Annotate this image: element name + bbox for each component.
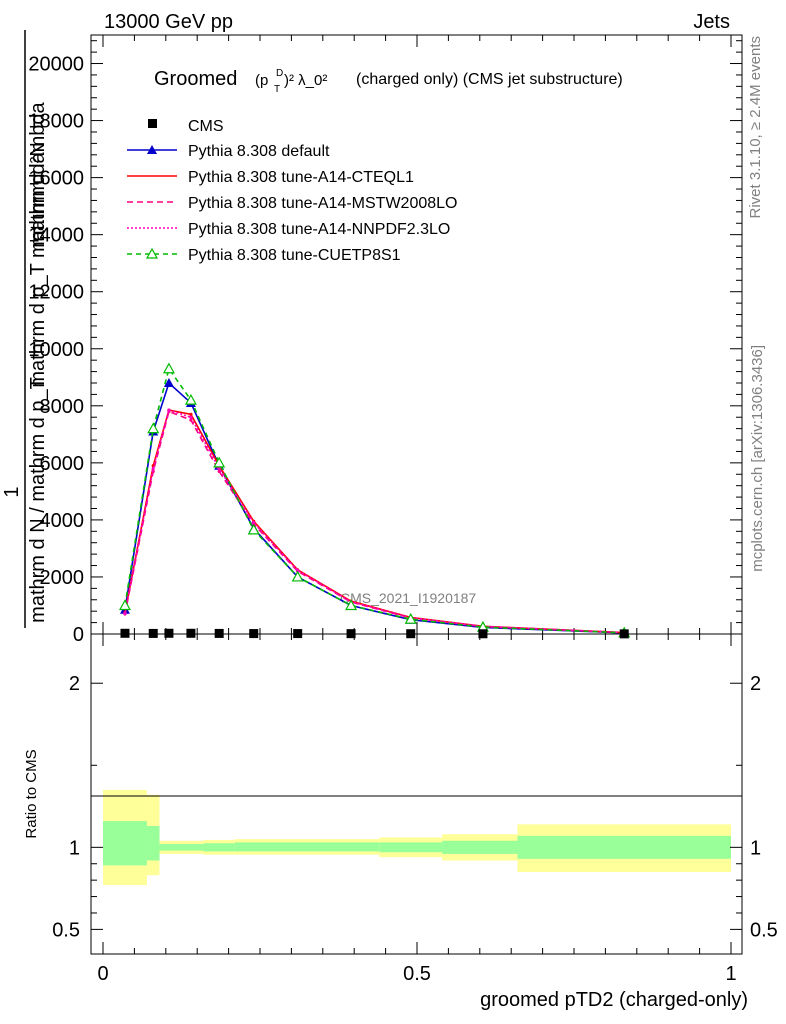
cms-point	[346, 629, 356, 639]
series-point	[184, 393, 197, 405]
ratio-bands	[103, 789, 731, 886]
y-tick-label: 2000	[40, 567, 85, 589]
series-point	[217, 466, 221, 471]
ratio-y-tick-label: 0.5	[52, 919, 80, 941]
y-tick-label: 0	[73, 624, 84, 646]
y-tick-label: 14000	[28, 225, 84, 247]
legend-label-cms: CMS	[188, 118, 224, 135]
y-tick-label: 4000	[40, 510, 85, 532]
title-rest: )² λ_0²	[284, 72, 327, 89]
series-point	[163, 377, 174, 387]
ratio-plot-frame	[90, 633, 743, 955]
cms-point	[214, 628, 224, 638]
legend-label: Pythia 8.308 tune-CUETP8S1	[188, 247, 401, 264]
series-point	[247, 523, 260, 535]
ratio-band-inner	[103, 821, 147, 866]
title-prefix: Groomed	[154, 68, 237, 90]
rivet-label: Rivet 3.1.10, ≥ 2.4M events	[747, 36, 764, 219]
ratio-band-inner	[159, 844, 204, 851]
ratio-band-inner	[379, 842, 443, 853]
series-point	[404, 612, 417, 624]
y-tick-label: 12000	[28, 282, 84, 304]
series-point	[189, 415, 193, 419]
x-tick-label: 0	[97, 963, 108, 985]
title-sub: T	[274, 84, 280, 95]
series-point	[291, 570, 304, 582]
legend-label: Pythia 8.308 tune-A14-NNPDF2.3LO	[188, 221, 450, 238]
legend-marker	[147, 145, 157, 154]
y-label-top: mathrm d²N	[27, 142, 49, 248]
y-tick-label: 8000	[40, 396, 85, 418]
cms-data	[120, 628, 629, 639]
series-point	[213, 456, 226, 468]
series-point	[162, 362, 175, 374]
header-left: 13000 GeV pp	[104, 11, 233, 33]
header-right: Jets	[693, 11, 730, 33]
cms-point	[249, 629, 259, 639]
y-tick-label: 6000	[40, 453, 85, 475]
legend-label: Pythia 8.308 tune-A14-MSTW2008LO	[188, 195, 457, 212]
y-tick-label: 10000	[28, 339, 84, 361]
cms-point	[293, 629, 303, 639]
ratio-y-tick-label-right: 1	[750, 837, 761, 859]
cms-point	[148, 628, 158, 638]
x-tick-label: 0.5	[403, 963, 431, 985]
legend-marker	[145, 247, 159, 259]
series-point	[252, 521, 256, 525]
y-label-one: 1	[1, 486, 23, 497]
cms-point	[406, 629, 416, 639]
ratio-band-inner	[146, 826, 160, 861]
y-tick-label: 20000	[28, 54, 84, 76]
y-axis-label: mathrm d²N mathrm d p_T mathrm d lambda …	[1, 30, 49, 628]
ratio-band-inner	[442, 840, 518, 854]
ratio-band-inner	[517, 835, 731, 859]
cms-point	[478, 629, 488, 639]
cms-point	[164, 628, 174, 638]
series-point	[147, 422, 160, 434]
cms-point	[619, 629, 629, 639]
series-point	[345, 599, 358, 611]
series-point	[151, 466, 155, 471]
ratio-y-tick-label-right: 2	[750, 673, 761, 695]
series-point	[123, 611, 127, 616]
series-point	[189, 412, 193, 416]
series-point	[167, 408, 171, 412]
series-point	[118, 599, 131, 611]
mcplots-label: mcplots.cern.ch [arXiv:1306.3436]	[749, 345, 766, 572]
analysis-watermark: CMS_2021_I1920187	[340, 590, 476, 606]
main-axis-ticks: 0 2000 4000 6000 8000 10000 12000 14000 16000 180…	[28, 35, 742, 985]
ratio-y-label: Ratio to CMS	[23, 749, 40, 838]
ratio-y-tick-label: 2	[69, 673, 80, 695]
ratio-y-tick-label-right: 0.5	[750, 919, 778, 941]
cms-point	[186, 628, 196, 638]
title-sup: D	[276, 68, 283, 79]
legend: CMS Pythia 8.308 default Pythia 8.308 tune…	[127, 118, 457, 264]
ratio-band-inner	[203, 843, 235, 852]
series-layer	[118, 362, 631, 638]
title-paren: (p	[255, 72, 268, 89]
legend-label: Pythia 8.308 default	[188, 143, 330, 160]
ratio-band-inner	[234, 842, 380, 852]
ratio-axis-ticks: 0.5 0.5 1 1 2 2	[52, 673, 778, 941]
y-label-mid: mathrm d p_T mathrm d lambda	[27, 101, 49, 387]
title-suffix: (charged only) (CMS jet substructure)	[356, 71, 623, 88]
x-axis-label: groomed pTD2 (charged-only)	[480, 989, 748, 1011]
y-label-bottom: mathrm d N / mathrm d p_T	[27, 377, 49, 623]
y-tick-label: 18000	[28, 111, 84, 133]
legend-label: Pythia 8.308 tune-A14-CTEQL1	[188, 169, 414, 186]
x-tick-label: 1	[725, 963, 736, 985]
cms-point	[120, 628, 130, 638]
chart-title: Groomed (p D T )² λ_0² (charged only) (C…	[154, 68, 623, 95]
legend-marker-cms	[148, 119, 157, 128]
ratio-y-tick-label: 1	[69, 837, 80, 859]
series-point	[296, 568, 300, 572]
y-tick-label: 16000	[28, 168, 84, 190]
